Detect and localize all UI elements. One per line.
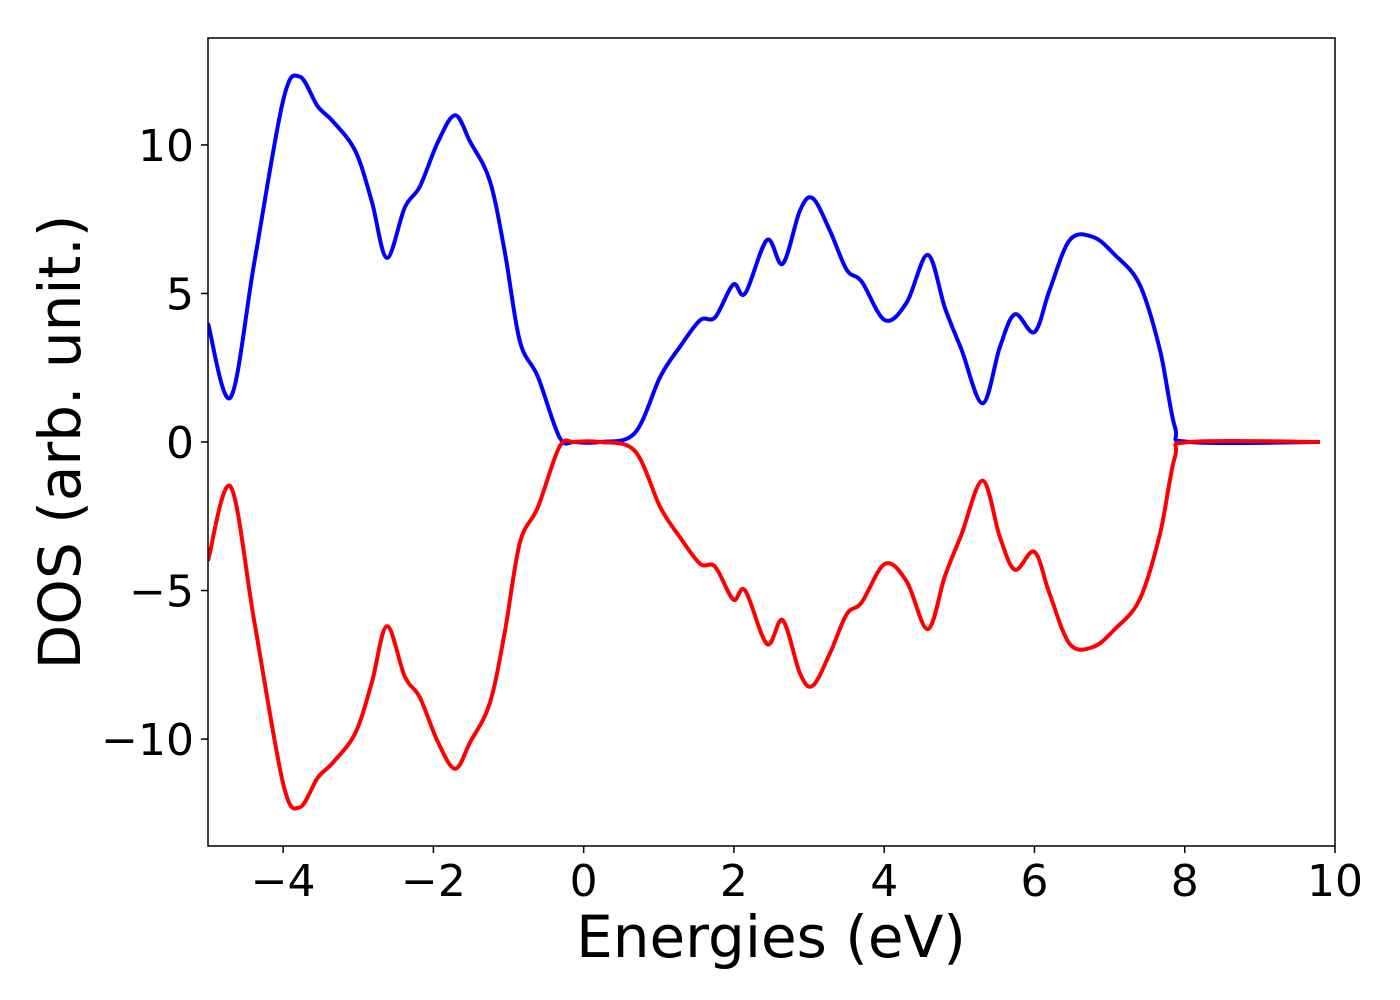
x-axis-label: Energies (eV): [576, 903, 966, 971]
y-tick-label: −5: [129, 567, 194, 618]
y-tick-label: −10: [101, 715, 194, 766]
y-tick-label: 5: [166, 269, 194, 320]
y-tick-label: 0: [166, 418, 194, 469]
x-tick-label: −2: [401, 856, 466, 907]
x-tick-label: 10: [1307, 856, 1363, 907]
y-axis-label: DOS (arb. unit.): [26, 215, 94, 670]
dos-line: [208, 438, 1320, 811]
dos-line: [208, 73, 1320, 446]
x-tick-label: 4: [870, 856, 898, 907]
x-tick-label: 6: [1020, 856, 1048, 907]
plot-frame: [207, 37, 1336, 847]
x-tick-label: 8: [1171, 856, 1199, 907]
x-tick-label: 2: [720, 856, 748, 907]
y-tick-label: 10: [138, 121, 194, 172]
x-tick-label: 0: [570, 856, 598, 907]
x-tick-label: −4: [251, 856, 316, 907]
